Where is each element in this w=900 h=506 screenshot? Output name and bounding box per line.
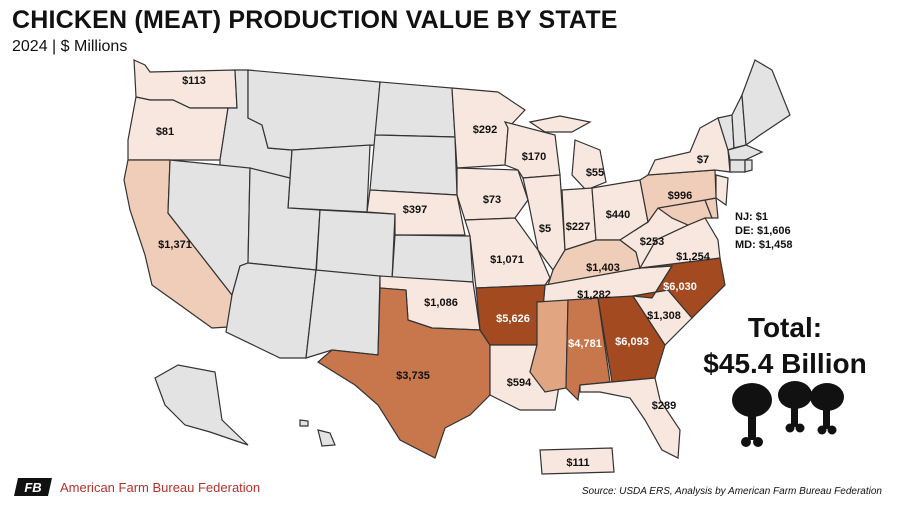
org-name: American Farm Bureau Federation (60, 479, 261, 495)
label-MO: $1,071 (490, 254, 524, 266)
label-TN: $1,282 (577, 289, 611, 301)
label-MN: $292 (473, 124, 497, 136)
state-NY (647, 117, 731, 176)
afbf-logo-letters: FB (24, 480, 41, 495)
label-NY: $7 (697, 154, 709, 166)
state-HI-2 (299, 419, 309, 427)
state-NJ (715, 174, 729, 207)
state-RI (744, 159, 753, 173)
label-FL: $289 (652, 400, 676, 412)
label-IL: $5 (539, 223, 551, 235)
chicken-leg-icon (810, 383, 844, 435)
state-ME (741, 59, 791, 147)
note-md: MD: $1,458 (735, 239, 793, 251)
label-OR: $81 (156, 126, 174, 138)
label-CA: $1,371 (158, 239, 192, 251)
state-AZ (225, 262, 317, 359)
label-IN: $227 (566, 221, 590, 233)
label-WV: $253 (640, 236, 664, 248)
state-WI (503, 121, 561, 179)
label-NE: $397 (403, 204, 427, 216)
state-CT (729, 159, 746, 173)
chart-subtitle: 2024 | $ Millions (12, 38, 128, 55)
state-MI-up (528, 115, 592, 133)
chicken-leg-icon (732, 383, 772, 447)
source-note: Source: USDA ERS, Analysis by American F… (581, 486, 882, 497)
state-CO (315, 209, 396, 281)
total-box: Total: $45.4 Billion (700, 310, 870, 382)
state-MT (247, 69, 381, 151)
state-FL (579, 377, 681, 459)
state-AK (154, 364, 249, 446)
total-label: Total: (747, 312, 823, 343)
label-OH: $440 (606, 209, 630, 221)
chart-title: CHICKEN (MEAT) PRODUCTION VALUE BY STATE (12, 6, 618, 34)
state-PR (539, 447, 615, 475)
state-TX (316, 287, 491, 459)
label-IA: $73 (483, 194, 501, 206)
afbf-logo: FB American Farm Bureau Federation (14, 478, 260, 496)
label-PR: $111 (566, 457, 589, 469)
state-ND (374, 81, 456, 138)
note-de: DE: $1,606 (735, 225, 791, 237)
state-KS (391, 234, 474, 283)
label-SC: $1,308 (647, 310, 681, 322)
state-SD (369, 134, 458, 196)
label-VA: $1,254 (676, 251, 711, 263)
label-WA: $113 (182, 75, 206, 87)
state-NM (305, 269, 381, 359)
label-AL: $4,781 (568, 338, 602, 350)
note-nj: NJ: $1 (735, 211, 769, 223)
label-MI: $55 (586, 167, 604, 179)
label-WI: $170 (522, 151, 546, 163)
label-KY: $1,403 (586, 262, 620, 274)
state-GA (597, 295, 666, 383)
label-TX: $3,735 (396, 370, 430, 382)
label-AR: $5,626 (496, 313, 530, 325)
state-IN (561, 187, 597, 251)
chicken-leg-icon (778, 381, 812, 433)
label-NC: $6,030 (663, 281, 697, 293)
label-PA: $996 (668, 190, 692, 202)
state-WY (287, 144, 371, 213)
small-state-notes: NJ: $1 DE: $1,606 MD: $1,458 (735, 210, 792, 252)
state-MA (727, 144, 764, 161)
state-MO (464, 217, 551, 289)
label-GA: $6,093 (615, 336, 649, 348)
state-NC (632, 257, 726, 319)
total-value: $45.4 Billion (703, 348, 867, 379)
label-LA: $594 (507, 377, 532, 389)
label-OK: $1,086 (424, 297, 458, 309)
state-HI (317, 429, 336, 447)
afbf-logo-mark: FB (14, 478, 52, 496)
state-MI (571, 139, 607, 191)
